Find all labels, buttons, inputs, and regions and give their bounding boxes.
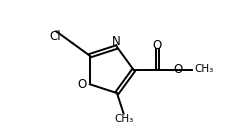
- Text: Cl: Cl: [49, 30, 61, 43]
- Text: O: O: [153, 38, 162, 52]
- Text: O: O: [78, 78, 87, 91]
- Text: O: O: [174, 63, 183, 76]
- Text: CH₃: CH₃: [114, 114, 133, 124]
- Text: CH₃: CH₃: [195, 64, 214, 74]
- Text: N: N: [112, 35, 121, 48]
